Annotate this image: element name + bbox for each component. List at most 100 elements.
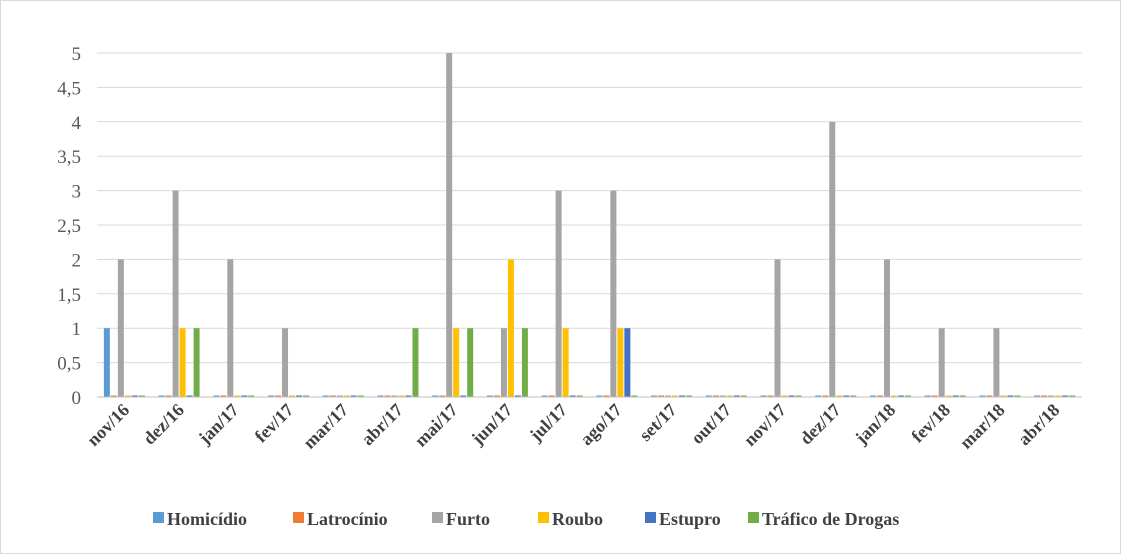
legend-swatch <box>432 512 443 523</box>
bar <box>883 259 890 397</box>
bar <box>493 395 500 397</box>
gridlines <box>97 52 1082 364</box>
bar <box>931 395 938 397</box>
y-axis-ticks: 0 0,5 1 1,5 2 2,5 3 3,5 4 4,5 5 <box>57 44 81 409</box>
bar <box>569 395 576 397</box>
bar <box>377 395 384 397</box>
bar <box>391 395 398 397</box>
bar <box>439 395 446 397</box>
bar <box>486 395 493 397</box>
bar <box>1014 395 1021 397</box>
bar <box>740 395 747 397</box>
bar <box>329 395 336 397</box>
bar <box>507 259 514 397</box>
legend-label: Roubo <box>552 509 603 529</box>
bar <box>924 395 931 397</box>
legend-swatch <box>748 512 759 523</box>
bar <box>1062 395 1069 397</box>
bar <box>555 190 562 397</box>
bar <box>460 395 467 397</box>
x-tick-label: mai/17 <box>411 400 462 451</box>
x-tick-label: dez/17 <box>796 400 845 449</box>
bar <box>268 395 275 397</box>
bar <box>952 395 959 397</box>
bar <box>890 395 897 397</box>
bar <box>446 53 453 397</box>
bar <box>829 121 836 398</box>
bar <box>876 395 883 397</box>
bar <box>850 395 857 397</box>
bar <box>760 395 767 397</box>
bar <box>241 395 248 397</box>
bar <box>227 259 234 397</box>
bar <box>514 395 521 397</box>
bar <box>733 395 740 397</box>
legend-label: Homicídio <box>167 509 247 529</box>
bar <box>248 395 255 397</box>
bar <box>405 395 412 397</box>
bar <box>521 328 528 397</box>
x-tick-label: nov/16 <box>83 400 133 450</box>
bar <box>719 395 726 397</box>
x-tick-label: abr/18 <box>1014 400 1064 450</box>
bar <box>651 395 658 397</box>
bar <box>343 395 350 397</box>
legend: Homicídio Latrocínio Furto Roubo Estupro Tráf… <box>153 509 899 529</box>
bar <box>110 395 117 397</box>
y-tick-label: 1,5 <box>57 285 81 306</box>
bar <box>712 395 719 397</box>
bar <box>993 328 1000 397</box>
x-tick-label: mar/18 <box>956 400 1009 453</box>
bar <box>500 328 507 397</box>
bar <box>938 328 945 397</box>
bar <box>186 395 193 397</box>
bar <box>945 395 952 397</box>
bar <box>897 395 904 397</box>
bar <box>617 328 624 397</box>
bar <box>432 395 439 397</box>
bar <box>822 395 829 397</box>
bar <box>1007 395 1014 397</box>
bar <box>138 395 145 397</box>
bar <box>282 328 289 397</box>
x-tick-label: mar/17 <box>299 400 352 453</box>
bar <box>1041 395 1048 397</box>
bar <box>843 395 850 397</box>
x-tick-label: abr/17 <box>357 400 407 450</box>
bar <box>774 259 781 397</box>
x-tick-label: fev/18 <box>907 400 954 447</box>
bar <box>726 395 733 397</box>
bar <box>788 395 795 397</box>
bar <box>131 395 138 397</box>
y-tick-label: 4 <box>72 113 82 134</box>
bar <box>1034 395 1041 397</box>
bar <box>869 395 876 397</box>
bar <box>986 395 993 397</box>
legend-swatch <box>293 512 304 523</box>
y-tick-label: 0 <box>72 388 82 409</box>
bar <box>213 395 220 397</box>
bar <box>193 328 200 397</box>
bar <box>679 395 686 397</box>
bar <box>1000 395 1007 397</box>
x-tick-label: set/17 <box>635 400 680 445</box>
bar <box>467 328 474 397</box>
bar <box>336 395 343 397</box>
legend-swatch <box>153 512 164 523</box>
y-tick-label: 3,5 <box>57 147 81 168</box>
bar <box>658 395 665 397</box>
bar <box>576 395 583 397</box>
bar <box>303 395 310 397</box>
x-tick-label: jan/17 <box>194 400 243 449</box>
bar <box>124 395 131 397</box>
legend-label: Furto <box>446 509 490 529</box>
bar <box>904 395 911 397</box>
bar <box>624 328 631 397</box>
y-tick-label: 0,5 <box>57 354 81 375</box>
bar <box>562 328 569 397</box>
x-tick-label: jun/17 <box>467 400 517 450</box>
x-tick-label: fev/17 <box>251 400 298 447</box>
bar <box>603 395 610 397</box>
x-tick-label: jul/17 <box>525 400 571 446</box>
